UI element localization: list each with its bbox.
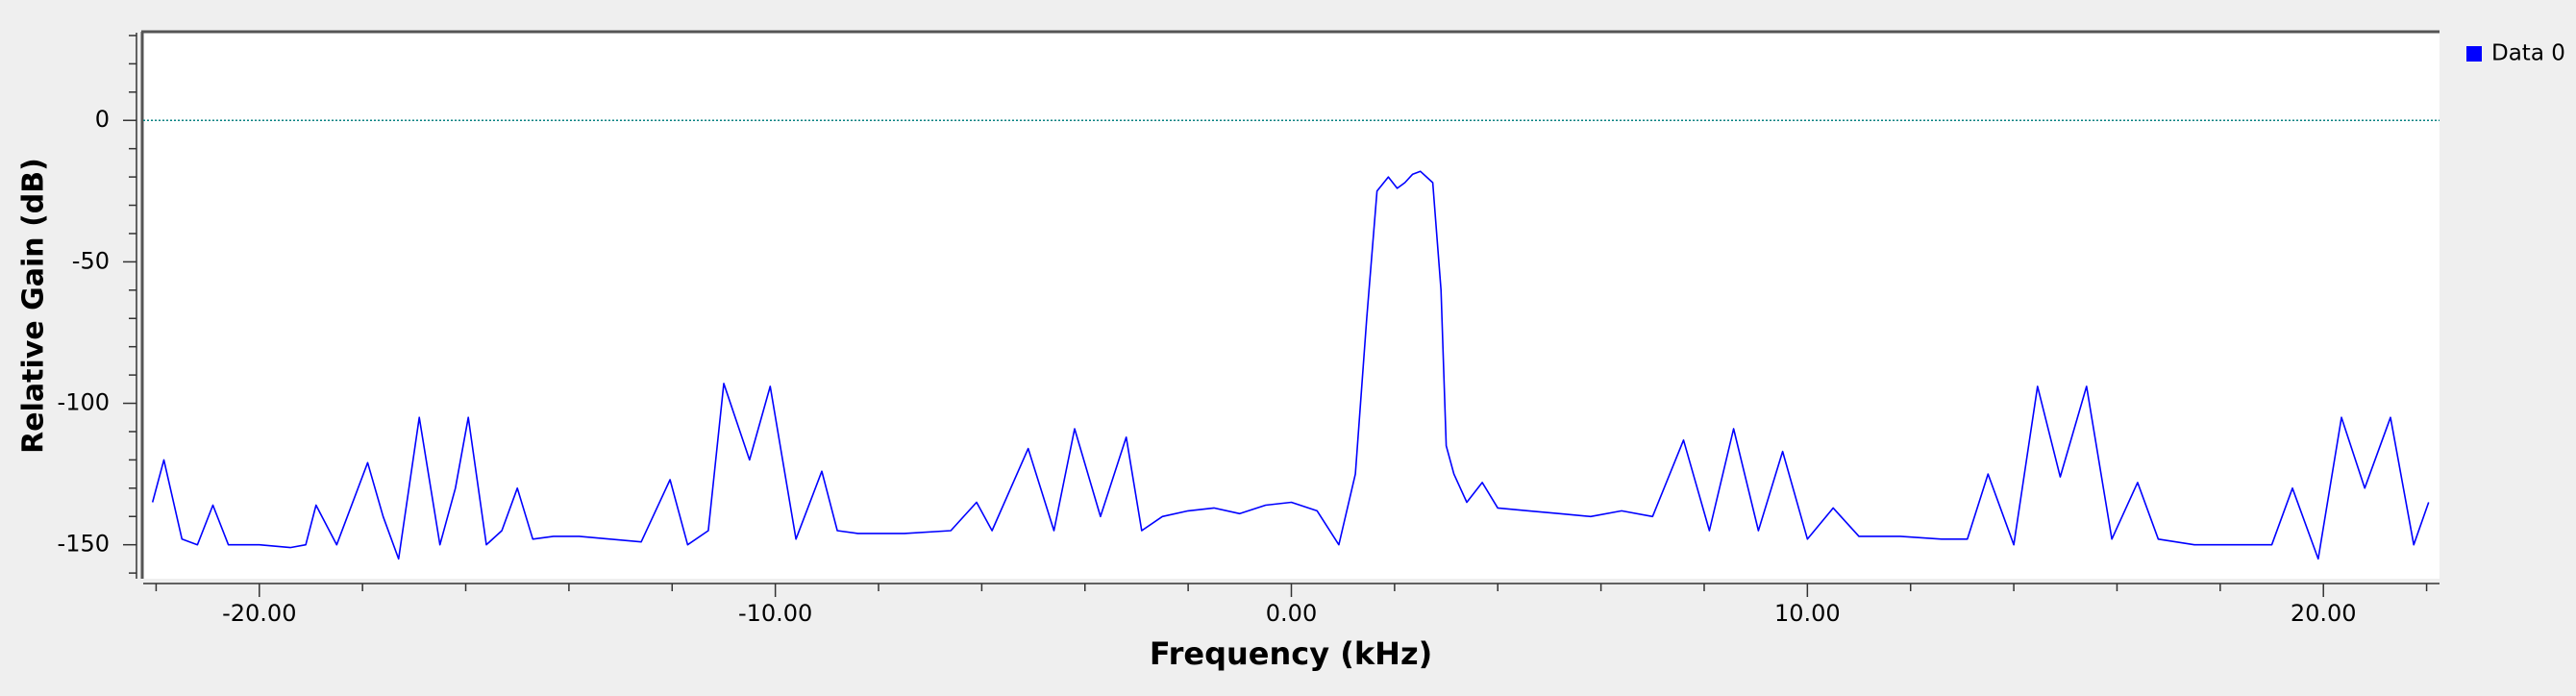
plot-area <box>143 33 2440 579</box>
x-tick-label: -10.00 <box>738 600 812 627</box>
y-axis-label: Relative Gain (dB) <box>17 158 51 454</box>
x-tick-label: 0.00 <box>1266 600 1317 627</box>
x-tick-label: 10.00 <box>1774 600 1841 627</box>
x-axis-label: Frequency (kHz) <box>1150 635 1432 672</box>
x-tick-label: 20.00 <box>2291 600 2357 627</box>
y-tick-label: -50 <box>72 247 110 274</box>
y-tick-label: -100 <box>58 389 110 416</box>
y-tick-label: -150 <box>58 531 110 558</box>
legend-swatch <box>2466 46 2482 62</box>
data-line <box>151 170 2430 560</box>
legend-label: Data 0 <box>2491 41 2565 66</box>
x-tick-label: -20.00 <box>222 600 296 627</box>
y-tick-label: 0 <box>95 106 110 133</box>
